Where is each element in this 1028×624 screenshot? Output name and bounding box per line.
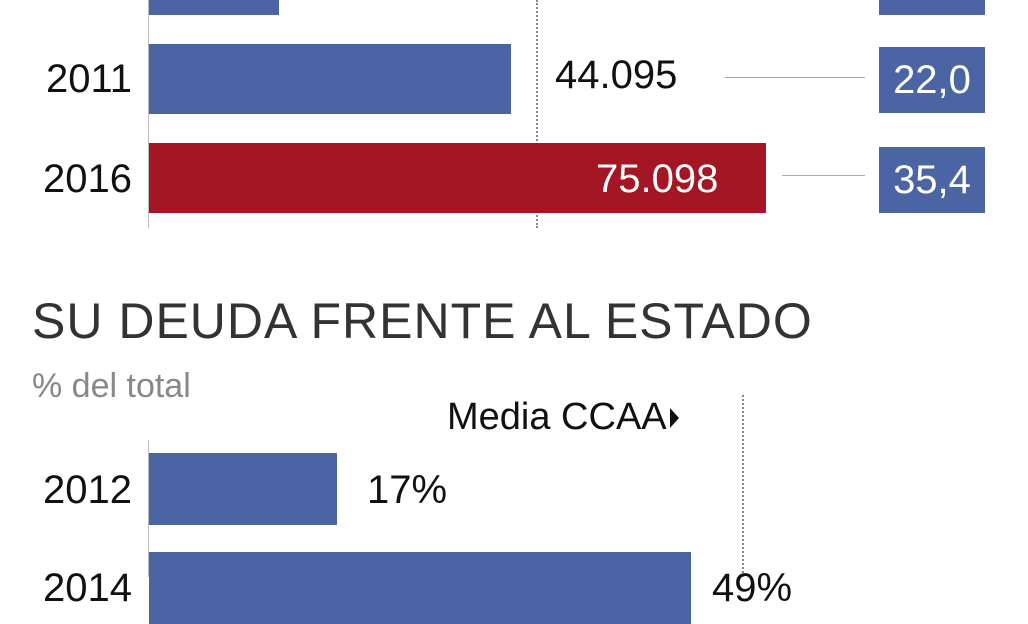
side-box-2016: 35,4	[879, 147, 985, 213]
bar-top-cropped	[149, 0, 279, 15]
connector-2016	[782, 175, 865, 176]
reference-line-media-ccaa	[742, 395, 744, 577]
top-reference-line	[536, 0, 538, 228]
bar-2011	[149, 44, 512, 114]
side-box-2011: 22,0	[879, 47, 985, 113]
bar-2016	[149, 143, 766, 213]
value-label-2016: 75.098	[596, 157, 719, 201]
year-label-2014: 2014	[43, 566, 132, 610]
top-axis-line	[148, 0, 149, 228]
year-label-2012: 2012	[43, 468, 132, 512]
bar-2012	[149, 453, 337, 525]
side-box-top-cropped	[879, 0, 985, 15]
chart-title: SU DEUDA FRENTE AL ESTADO	[32, 293, 813, 349]
reference-label-text: Media CCAA	[447, 396, 667, 438]
value-label-2014: 49%	[712, 566, 793, 610]
reference-line-label: Media CCAA	[447, 396, 679, 439]
year-label-2011: 2011	[45, 57, 132, 101]
chart-subtitle: % del total	[32, 367, 191, 405]
bar-2014	[149, 552, 691, 624]
year-label-2016: 2016	[43, 157, 132, 201]
triangle-right-icon	[669, 407, 679, 428]
value-label-2012: 17%	[367, 468, 448, 512]
connector-2011	[725, 77, 865, 78]
bottom-axis-line	[148, 440, 149, 577]
value-label-2011: 44.095	[555, 53, 678, 97]
